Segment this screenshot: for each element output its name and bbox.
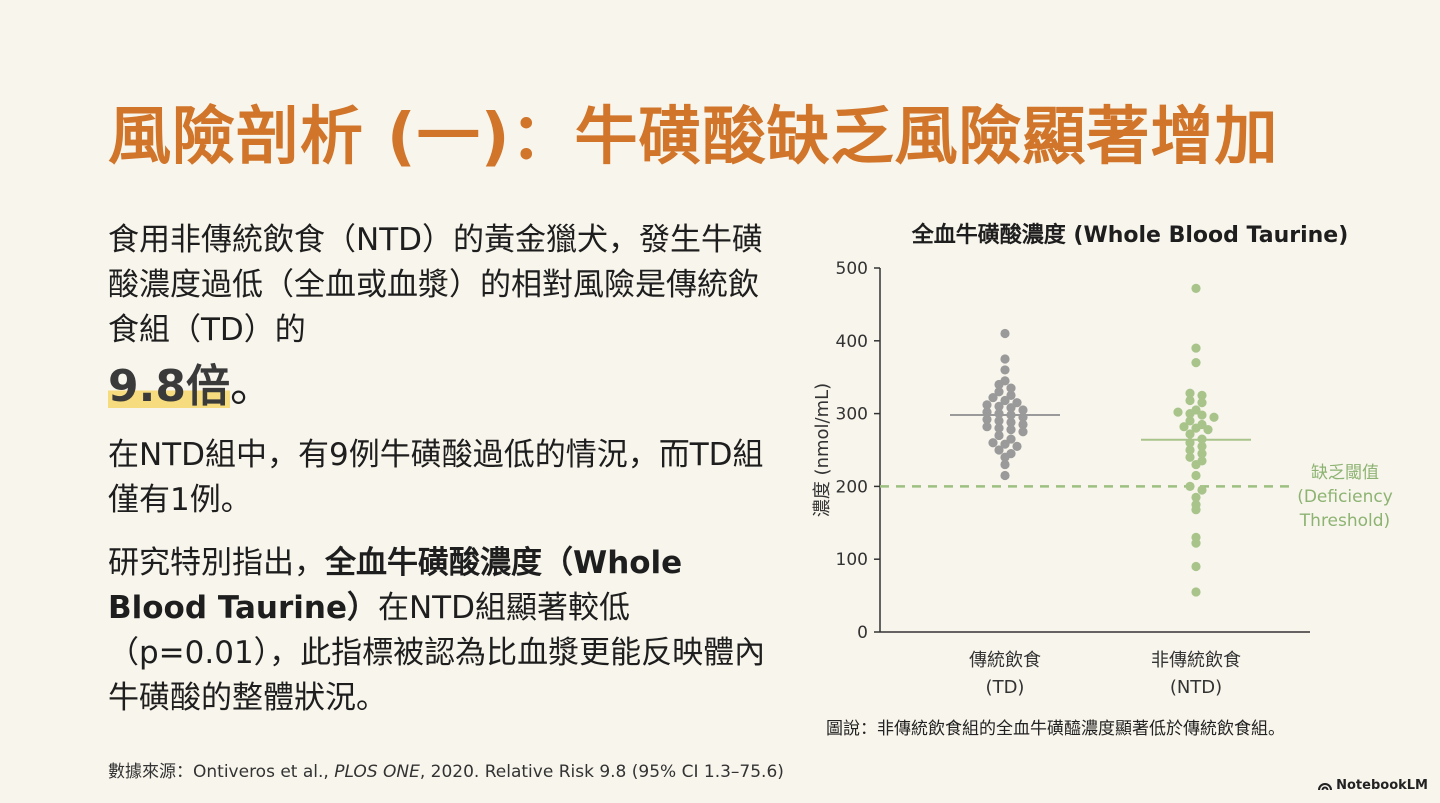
td-data-point <box>1000 328 1010 339</box>
ntd-data-point <box>1203 425 1213 435</box>
td-data-point <box>1012 441 1022 451</box>
relative-risk-line: 9.8倍。 <box>108 357 768 417</box>
ntd-data-point <box>1191 587 1201 597</box>
ntd-data-point <box>1179 422 1189 432</box>
ntd-data-point <box>1191 358 1201 368</box>
whole-blood-intro: 研究特別指出， <box>108 545 325 581</box>
x-category-label: (NTD) <box>1170 677 1222 698</box>
notebooklm-logo-icon <box>1318 782 1333 790</box>
td-data-point <box>1006 449 1016 459</box>
td-data-point <box>982 414 992 425</box>
ntd-data-point <box>1209 412 1219 422</box>
td-data-point <box>1018 405 1028 415</box>
x-category-label: (TD) <box>986 677 1025 698</box>
whole-blood-paragraph: 研究特別指出，全血牛磺酸濃度（Whole Blood Taurine）在NTD組… <box>108 541 768 721</box>
slide-title: 風險剖析 (一)：牛磺酸缺乏風險顯著增加 <box>108 100 1279 173</box>
ntd-data-point <box>1185 481 1195 491</box>
notebooklm-brand: NotebookLM <box>1318 778 1428 793</box>
brand-label: NotebookLM <box>1336 778 1428 793</box>
td-data-point <box>982 422 992 432</box>
td-data-point <box>1018 427 1028 437</box>
td-data-point <box>1000 354 1010 364</box>
ntd-data-point <box>1197 456 1207 466</box>
ntd-data-point <box>1191 470 1201 481</box>
source-details: , 2020. Relative Risk 9.8 (95% CI 1.3–75… <box>419 762 784 782</box>
threshold-label: (Deficiency <box>1297 487 1393 507</box>
td-data-point <box>1018 419 1028 430</box>
ntd-data-point <box>1191 283 1201 293</box>
x-category-label: 傳統飲食 <box>969 650 1041 671</box>
source-journal: PLOS ONE <box>334 762 420 782</box>
text-column: 食用非傳統飲食（NTD）的黃金獵犬，發生牛磺酸濃度過低（全血或血漿）的相對風險是… <box>108 218 768 739</box>
ntd-data-point <box>1197 449 1207 459</box>
ntd-data-point <box>1191 492 1201 502</box>
td-data-point <box>1006 425 1016 435</box>
case-count-paragraph: 在NTD組中，有9例牛磺酸過低的情況，而TD組僅有1例。 <box>108 437 764 518</box>
y-axis-label: 濃度 (nmol/mL) <box>812 383 833 517</box>
ntd-data-point <box>1191 561 1201 572</box>
ntd-data-point <box>1185 429 1195 439</box>
ntd-data-point <box>1197 410 1207 420</box>
x-category-label: 非傳統飲食 <box>1151 650 1241 671</box>
td-data-point <box>982 400 992 410</box>
risk-paragraph: 食用非傳統飲食（NTD）的黃金獵犬，發生牛磺酸濃度過低（全血或血漿）的相對風險是… <box>108 222 763 348</box>
td-data-point <box>988 392 998 403</box>
ntd-data-point <box>1173 407 1183 417</box>
td-data-point <box>1000 439 1010 449</box>
y-tick-label: 100 <box>836 550 868 570</box>
td-data-point <box>1000 365 1010 375</box>
whole-blood-detail: 在NTD組顯著較低（p=0.01），此指標被認為比血漿更能反映體內牛磺酸的整體狀… <box>108 590 766 716</box>
td-data-point <box>1006 434 1016 444</box>
source-citation: 數據來源：Ontiveros et al., PLOS ONE, 2020. R… <box>108 757 784 782</box>
td-data-point <box>994 445 1004 455</box>
td-data-point <box>994 401 1004 411</box>
td-data-point <box>994 387 1004 397</box>
ntd-data-point <box>1185 388 1195 398</box>
ntd-data-point <box>1191 500 1201 510</box>
ntd-data-point <box>1185 452 1195 462</box>
ntd-data-point <box>1191 343 1201 353</box>
td-data-point <box>994 423 1004 433</box>
ntd-data-point <box>1197 390 1207 400</box>
ntd-data-point <box>1197 441 1207 451</box>
td-data-point <box>1006 403 1016 413</box>
td-data-point <box>994 416 1004 426</box>
ntd-data-point <box>1197 419 1207 430</box>
td-data-point <box>994 430 1004 441</box>
td-data-point <box>1000 376 1010 386</box>
td-data-point <box>1006 390 1016 400</box>
chart-title: 全血牛磺酸濃度 (Whole Blood Taurine) <box>911 222 1349 248</box>
td-data-point <box>1000 470 1010 481</box>
y-tick-label: 200 <box>836 477 868 497</box>
y-tick-label: 500 <box>836 259 868 279</box>
td-data-point <box>988 438 998 448</box>
y-tick-label: 0 <box>857 623 868 643</box>
threshold-label: Threshold) <box>1299 511 1390 531</box>
ntd-data-point <box>1185 395 1195 406</box>
ntd-data-point <box>1185 416 1195 426</box>
taurine-dot-plot: 全血牛磺酸濃度 (Whole Blood Taurine) 0 100 200 300 4… <box>812 222 1393 698</box>
td-data-point <box>1006 383 1016 393</box>
y-tick-label: 400 <box>836 332 868 352</box>
relative-risk-highlight: 9.8倍 <box>108 361 230 412</box>
whole-blood-term: 全血牛磺酸濃度（Whole Blood Taurine） <box>108 545 683 626</box>
ntd-data-point <box>1185 445 1195 455</box>
ntd-data-point <box>1191 532 1201 542</box>
source-authors: 數據來源：Ontiveros et al., <box>108 762 335 782</box>
td-data-point <box>1000 395 1010 406</box>
td-data-point <box>1006 417 1016 427</box>
td-data-point <box>1012 398 1022 408</box>
ntd-data-point <box>1197 398 1207 408</box>
ntd-data-point <box>1191 405 1201 415</box>
relative-risk-period: 。 <box>229 361 274 412</box>
chart-caption: 圖說：非傳統飲食組的全血牛磺醯濃度顯著低於傳統飲食組。 <box>826 719 1285 739</box>
threshold-label: 缺乏閾值 <box>1311 463 1379 483</box>
td-data-point <box>1000 459 1010 470</box>
ntd-data-point <box>1197 485 1207 495</box>
y-tick-label: 300 <box>836 405 868 425</box>
